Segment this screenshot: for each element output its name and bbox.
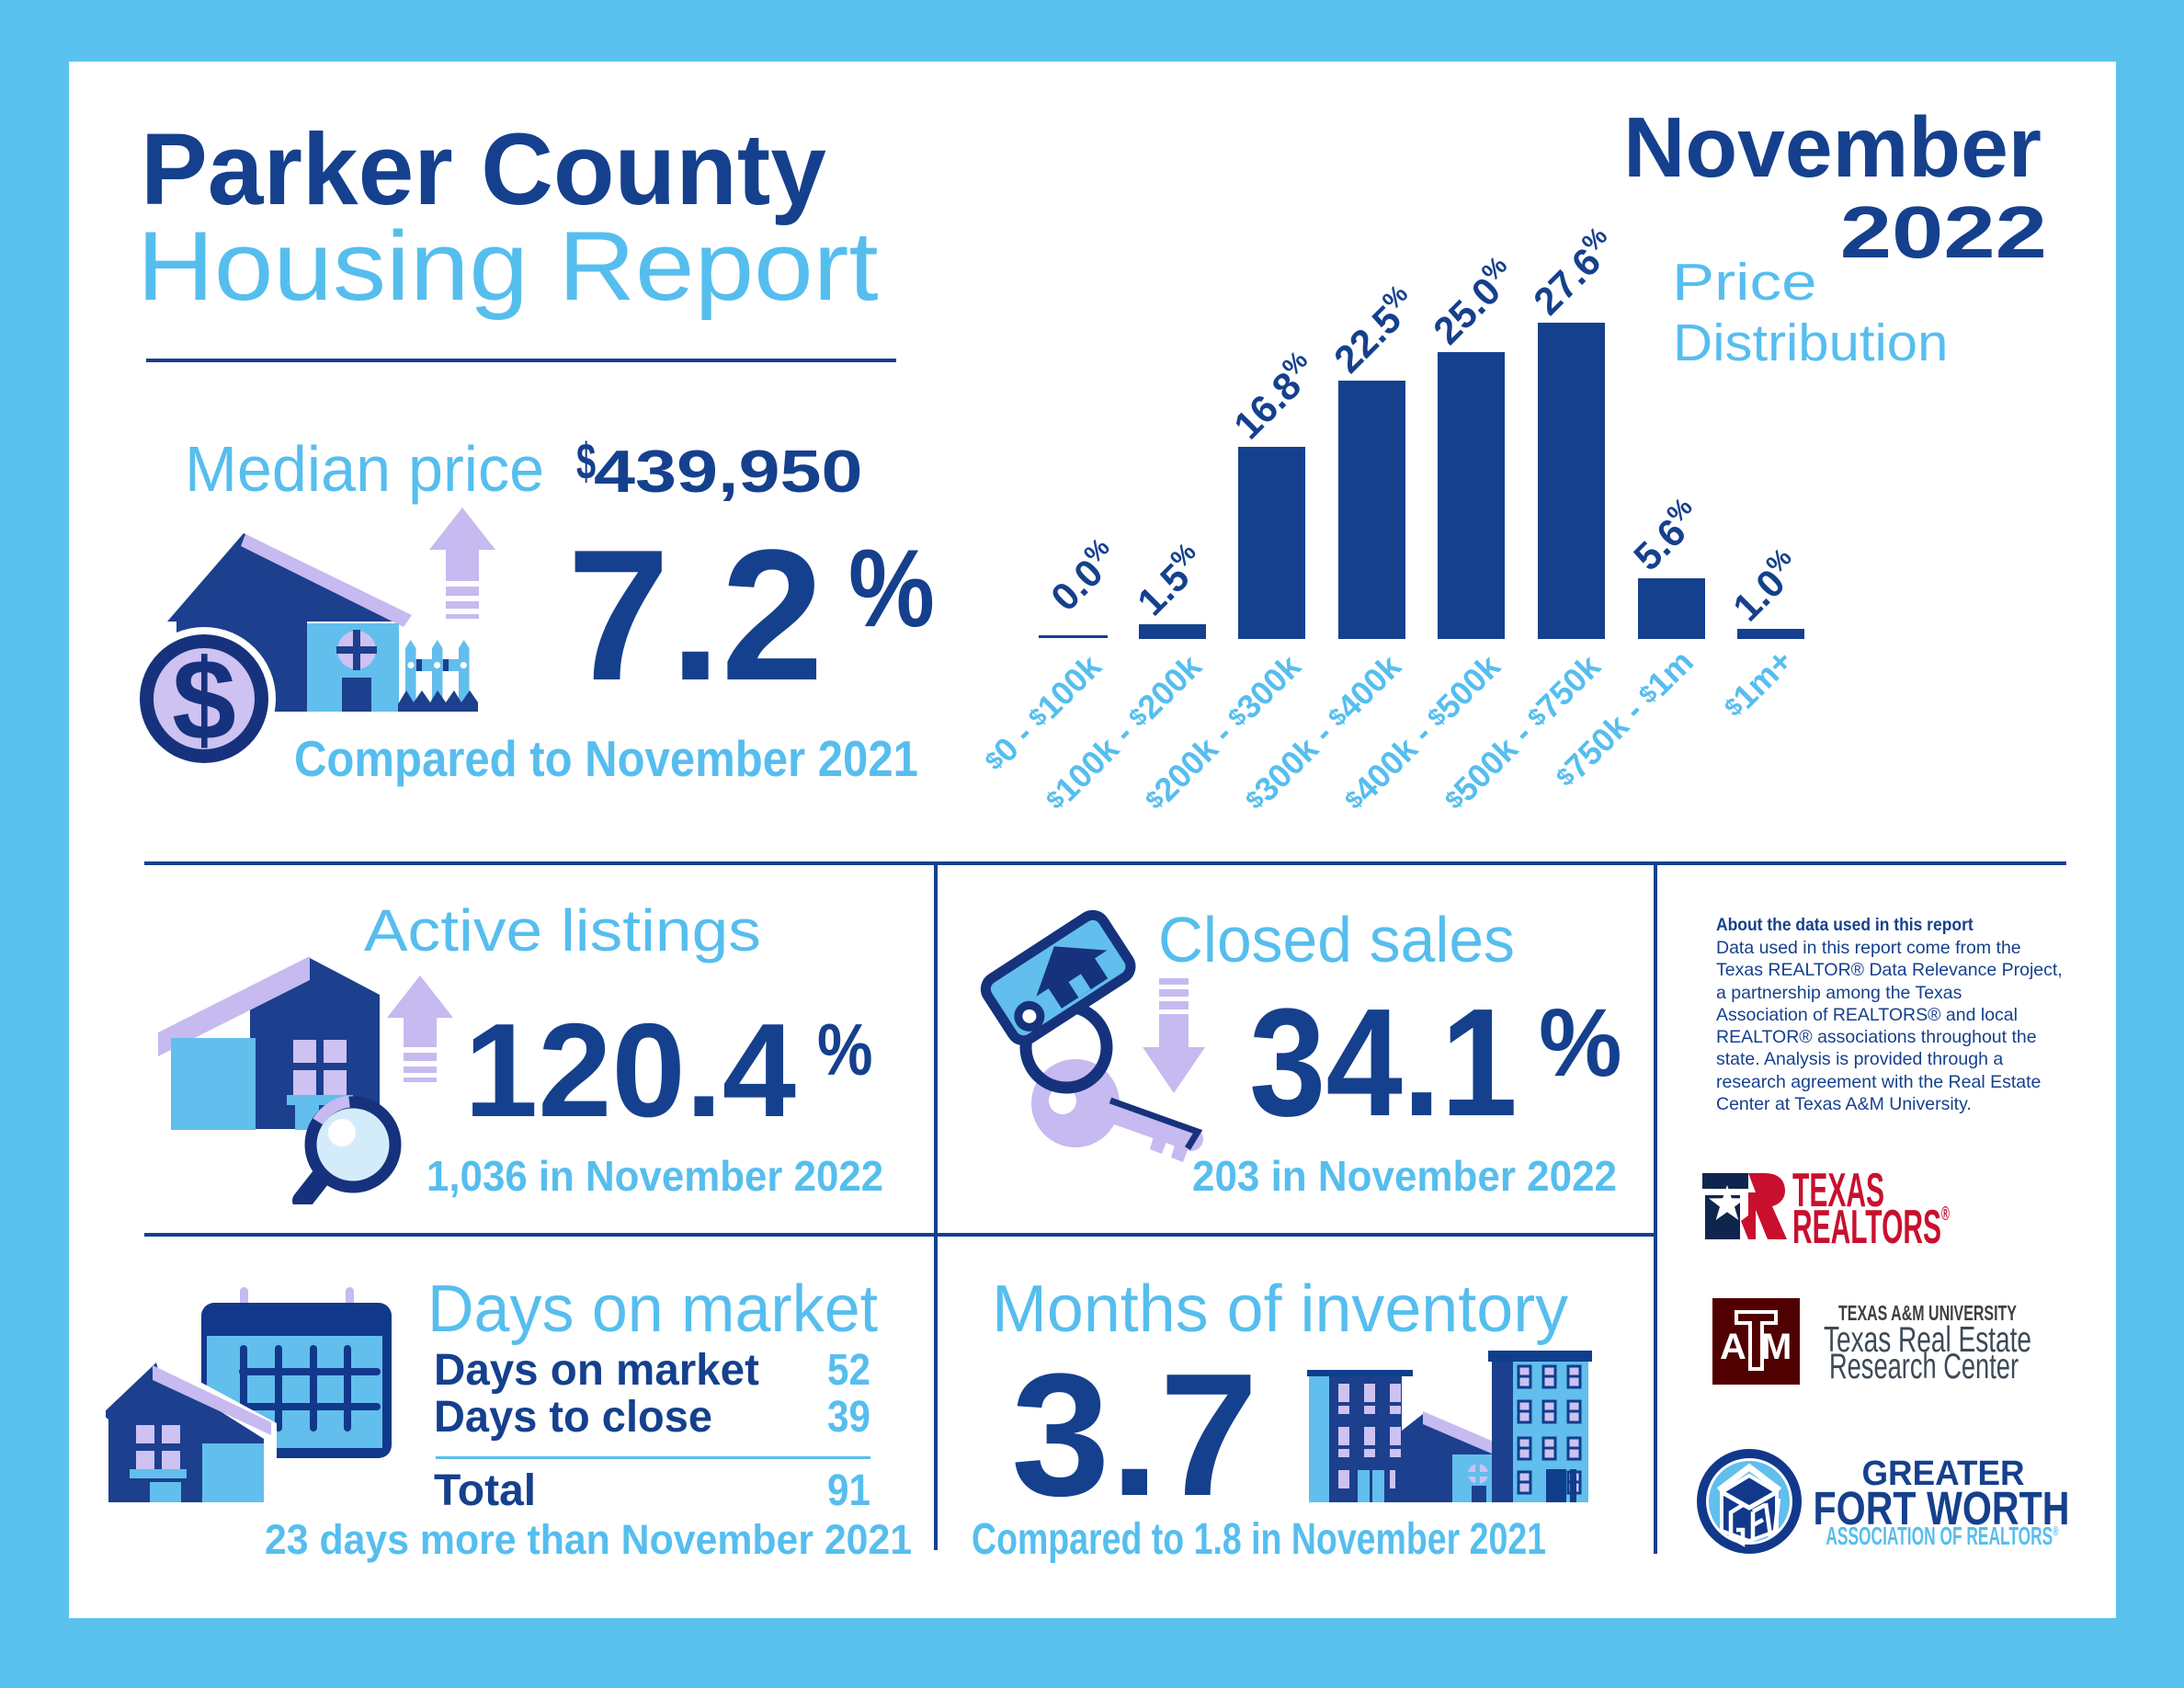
svg-text:A: A <box>1720 1327 1746 1367</box>
svg-text:$: $ <box>172 636 236 764</box>
svg-text:M: M <box>1761 1327 1792 1367</box>
